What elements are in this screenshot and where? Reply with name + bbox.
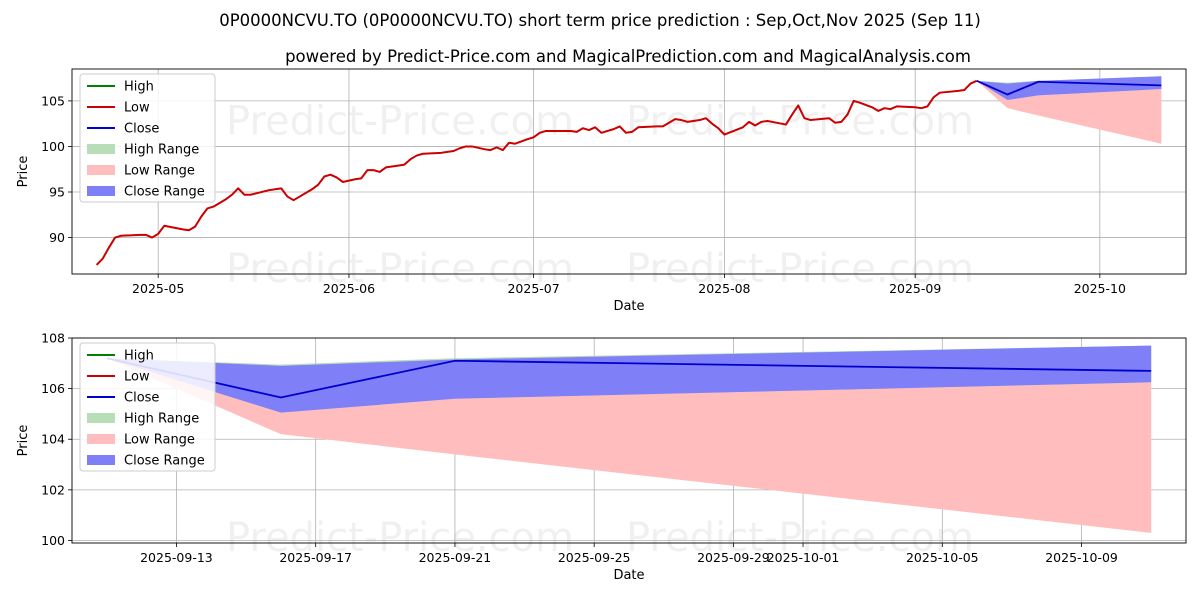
legend-label: Close Range <box>124 185 205 200</box>
y-tick-label: 90 <box>49 230 65 245</box>
y-tick-label: 108 <box>41 331 65 346</box>
x-axis-label: Date <box>613 568 644 583</box>
low-range-band <box>106 358 1152 533</box>
close-forecast-line <box>976 80 1162 96</box>
y-axis-label: Price <box>16 425 31 457</box>
watermark-group: Predict-Price.com Predict-Price.com Predic… <box>226 99 974 292</box>
legend-label: Close <box>124 122 159 137</box>
x-tick-label: 2025-09-13 <box>140 550 213 565</box>
x-tick-label: 2025-09-17 <box>279 550 352 565</box>
legend-patch-swatch <box>87 434 115 444</box>
legend-label: High Range <box>124 412 199 427</box>
watermark-text: Predict-Price.com <box>626 99 974 145</box>
axes-frame <box>71 68 1187 275</box>
y-tick-label: 104 <box>41 432 65 447</box>
x-tick-label: 2025-07 <box>507 281 559 296</box>
legend: High Low Close High Range Low Range Close Ran… <box>79 342 216 472</box>
y-tick-label: 100 <box>41 533 65 548</box>
close-range-band <box>976 76 1162 100</box>
y-tick-label: 95 <box>49 185 65 200</box>
y-axis-label: Price <box>16 156 31 188</box>
x-tick-label: 2025-09-29 <box>697 550 770 565</box>
y-tick-label: 102 <box>41 482 65 497</box>
axes-frame <box>71 337 1187 544</box>
chart-title: 0P0000NCVU.TO (0P0000NCVU.TO) short term… <box>219 11 981 30</box>
x-axis-label: Date <box>613 299 644 314</box>
plot-area <box>106 345 1152 533</box>
watermark-text: Predict-Price.com <box>626 515 974 561</box>
legend: High Low Close High Range Low Range Close Ran… <box>79 73 216 203</box>
history-panel: Predict-Price.com Predict-Price.com Predic… <box>16 68 1187 314</box>
x-tick-label: 2025-08 <box>698 281 750 296</box>
watermark-text: Predict-Price.com <box>226 515 574 561</box>
x-tick-label: 2025-10 <box>1074 281 1126 296</box>
x-tick-label: 2025-10-09 <box>1045 550 1118 565</box>
legend-label: Close <box>124 391 159 406</box>
x-tick-label: 2025-10-01 <box>767 550 840 565</box>
forecast-zoom-panel: Predict-Price.comPredict-Price.comPredic… <box>16 331 1187 583</box>
x-tick-label: 2025-09-25 <box>558 550 631 565</box>
y-tick-label: 100 <box>41 139 65 154</box>
chart-subtitle: powered by Predict-Price.com and Magical… <box>285 47 971 66</box>
legend-patch-swatch <box>87 186 115 196</box>
plot-area <box>95 76 1162 266</box>
x-tick-label: 2025-05 <box>132 281 184 296</box>
legend-patch-swatch <box>87 144 115 154</box>
legend-label: Close Range <box>124 454 205 469</box>
close-range-band <box>106 345 1152 413</box>
y-tick-label: 106 <box>41 381 65 396</box>
legend-label: High <box>124 80 154 95</box>
legend-patch-swatch <box>87 413 115 423</box>
y-tick-label: 105 <box>41 93 65 108</box>
legend-patch-swatch <box>87 455 115 465</box>
low-range-band <box>976 80 1162 144</box>
legend-label: High <box>124 349 154 364</box>
x-tick-label: 2025-06 <box>323 281 375 296</box>
legend-label: Low <box>124 370 150 385</box>
watermark-text: Predict-Price.com <box>226 99 574 145</box>
legend-patch-swatch <box>87 165 115 175</box>
low-history-line <box>95 79 978 266</box>
legend-label: Low <box>124 101 150 116</box>
legend-label: High Range <box>124 143 199 158</box>
x-tick-label: 2025-10-05 <box>906 550 979 565</box>
x-tick-label: 2025-09-21 <box>419 550 492 565</box>
watermark-text: Predict-Price.com <box>626 246 974 292</box>
legend-label: Low Range <box>124 433 195 448</box>
legend-label: Low Range <box>124 164 195 179</box>
watermark-text: Predict-Price.com <box>226 246 574 292</box>
x-tick-label: 2025-09 <box>889 281 941 296</box>
